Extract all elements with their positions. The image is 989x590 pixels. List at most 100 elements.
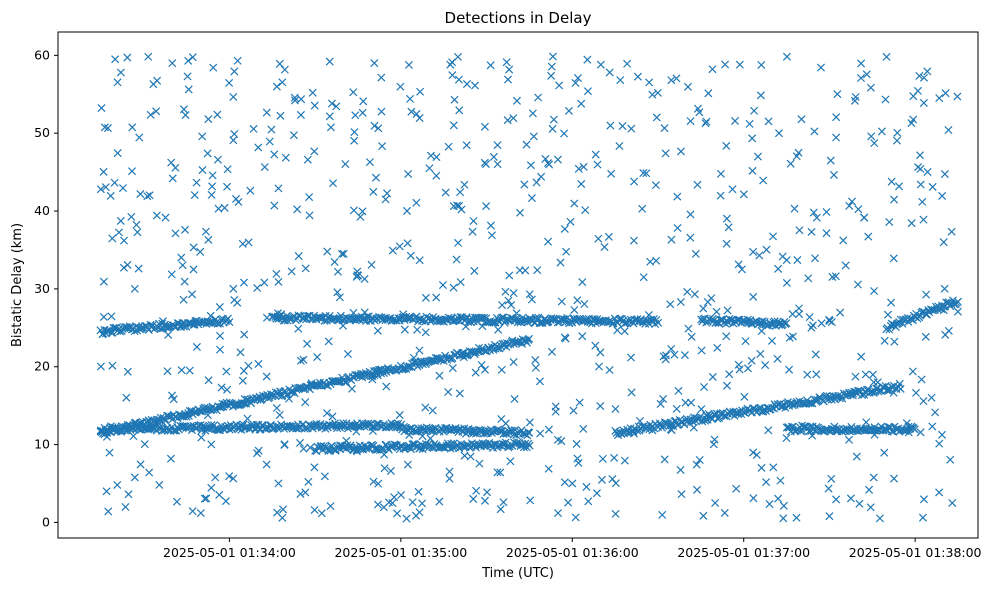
clutter-point	[486, 221, 495, 230]
clutter-point	[432, 171, 441, 180]
clutter-point	[509, 114, 518, 123]
clutter-point	[370, 59, 379, 68]
clutter-point	[722, 332, 731, 341]
clutter-point	[935, 94, 944, 103]
clutter-point	[944, 326, 953, 335]
clutter-point	[274, 184, 283, 193]
clutter-point	[774, 494, 783, 503]
clutter-point	[296, 110, 305, 119]
clutter-point	[676, 147, 686, 156]
clutter-point	[358, 207, 367, 216]
clutter-point	[239, 278, 248, 287]
clutter-point	[415, 256, 424, 265]
clutter-point	[426, 151, 435, 160]
clutter-point	[203, 411, 212, 420]
clutter-point	[335, 293, 344, 302]
clutter-point	[260, 163, 269, 172]
track-point	[360, 422, 369, 431]
clutter-point	[204, 376, 213, 385]
clutter-point	[793, 256, 802, 265]
clutter-point	[294, 324, 303, 333]
clutter-point	[400, 325, 409, 334]
clutter-point	[233, 56, 242, 65]
clutter-point	[167, 270, 176, 279]
clutter-point	[510, 394, 519, 404]
clutter-point	[620, 327, 629, 336]
clutter-point	[658, 510, 667, 519]
clutter-point	[844, 435, 854, 444]
clutter-point	[730, 116, 740, 125]
clutter-point	[560, 224, 569, 233]
clutter-point	[149, 80, 158, 89]
clutter-point	[579, 424, 588, 433]
clutter-point	[303, 155, 312, 164]
clutter-point	[130, 284, 139, 293]
clutter-point	[367, 260, 376, 269]
x-axis-label: Time (UTC)	[481, 566, 554, 581]
clutter-point	[480, 365, 490, 374]
clutter-point	[639, 169, 648, 178]
clutter-point	[704, 410, 713, 419]
clutter-point	[779, 501, 788, 510]
clutter-point	[716, 169, 725, 178]
clutter-point	[921, 332, 930, 341]
clutter-point	[369, 477, 378, 486]
clutter-point	[377, 73, 386, 82]
clutter-point	[399, 310, 408, 319]
clutter-point	[529, 132, 538, 141]
clutter-point	[388, 246, 397, 255]
clutter-point	[477, 360, 486, 369]
clutter-point	[528, 109, 537, 118]
clutter-point	[184, 85, 193, 94]
clutter-point	[659, 352, 668, 361]
clutter-point	[697, 405, 706, 414]
clutter-point	[254, 446, 263, 455]
clutter-point	[541, 154, 550, 163]
clutter-point	[946, 455, 955, 464]
y-axis-ticks: 0 10 20 30 40 50 60	[34, 47, 58, 529]
clutter-point	[895, 182, 904, 191]
clutter-point	[404, 60, 413, 69]
clutter-point	[347, 384, 357, 393]
clutter-point	[935, 488, 944, 497]
clutter-point	[358, 108, 367, 117]
clutter-point	[916, 180, 925, 189]
clutter-point	[673, 192, 682, 201]
clutter-point	[953, 92, 962, 101]
x-tick-label: 2025-05-01 01:38:00	[849, 545, 982, 560]
clutter-point	[296, 356, 305, 365]
clutter-point	[100, 123, 109, 132]
clutter-point	[648, 426, 657, 435]
clutter-point	[496, 468, 505, 477]
clutter-point	[350, 136, 359, 145]
clutter-point	[822, 207, 831, 217]
clutter-point	[697, 346, 706, 355]
clutter-point	[826, 156, 835, 165]
track-point	[316, 313, 325, 323]
clutter-point	[277, 310, 286, 319]
clutter-point	[627, 353, 636, 362]
clutter-point	[941, 89, 950, 98]
track-point	[426, 317, 435, 326]
clutter-point	[449, 283, 458, 292]
track-point	[896, 384, 905, 393]
clutter-point	[909, 92, 918, 101]
track-point	[184, 319, 193, 328]
clutter-point	[741, 337, 750, 346]
clutter-point	[272, 269, 281, 278]
clutter-point	[99, 277, 108, 286]
clutter-point	[525, 418, 534, 427]
clutter-point	[107, 312, 116, 321]
clutter-point	[762, 478, 771, 487]
clutter-point	[215, 345, 225, 354]
clutter-point	[225, 472, 234, 481]
clutter-point	[928, 182, 937, 191]
clutter-point	[610, 453, 619, 462]
clutter-point	[243, 414, 252, 423]
clutter-point	[383, 189, 392, 198]
clutter-point	[328, 412, 337, 421]
clutter-point	[578, 332, 587, 341]
clutter-point	[144, 423, 153, 432]
clutter-point	[777, 402, 786, 411]
